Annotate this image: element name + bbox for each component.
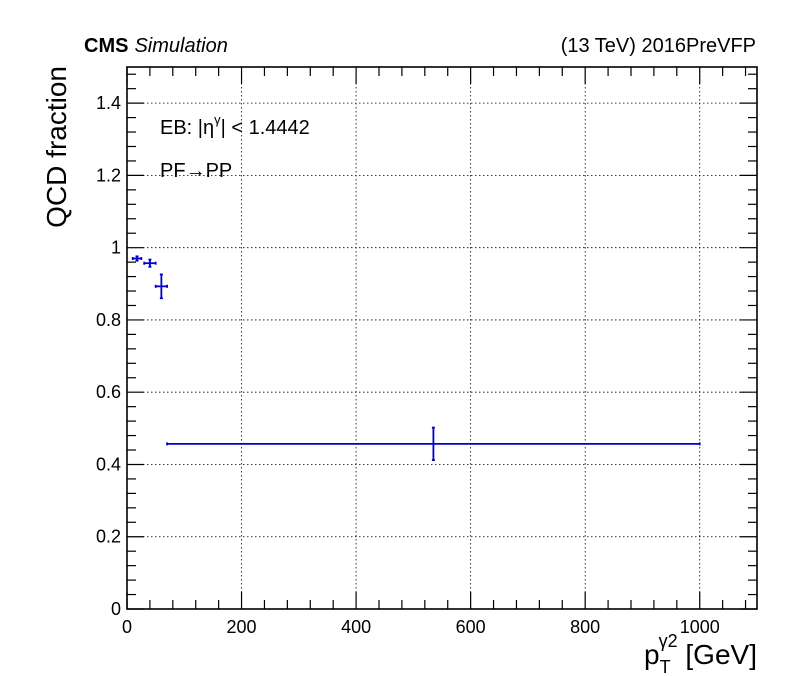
y-tick-label: 0.4 — [96, 454, 121, 474]
experiment-header: CMS Simulation — [84, 35, 228, 57]
data-point — [143, 258, 157, 268]
data-point — [131, 255, 143, 262]
tick-labels: 0 200 400 600 800 1000 0 0.2 0.4 0.6 0.8 1 1.2 1.4 — [96, 93, 720, 637]
simulation-label: Simulation — [134, 35, 227, 57]
x-axis-label: pTγ2 [GeV] — [644, 631, 757, 676]
energy-label: (13 TeV) 2016PreVFP — [561, 35, 756, 57]
y-tick-label: 0.2 — [96, 527, 121, 547]
x-tick-label: 1000 — [680, 617, 720, 637]
plot-frame — [126, 66, 758, 610]
data-point — [154, 273, 168, 300]
x-tick-label: 200 — [227, 617, 257, 637]
x-tick-label: 800 — [570, 617, 600, 637]
y-tick-label: 0.6 — [96, 382, 121, 402]
axis-ticks — [126, 67, 757, 610]
y-tick-label: 0 — [111, 599, 121, 619]
transition-annotation: PF→PP — [160, 160, 232, 182]
y-tick-label: 0.8 — [96, 310, 121, 330]
grid — [127, 67, 757, 609]
cms-label: CMS — [84, 35, 128, 57]
y-tick-label: 1.2 — [96, 165, 121, 185]
region-annotation: EB: |ηγ| < 1.4442 — [160, 112, 310, 139]
x-tick-label: 0 — [122, 617, 132, 637]
x-tick-label: 400 — [341, 617, 371, 637]
data-point — [166, 426, 701, 462]
data-points — [131, 255, 701, 462]
y-tick-label: 1 — [111, 238, 121, 258]
y-tick-label: 1.4 — [96, 93, 121, 113]
y-axis-label: QCD fraction — [41, 66, 72, 228]
x-tick-label: 600 — [456, 617, 486, 637]
